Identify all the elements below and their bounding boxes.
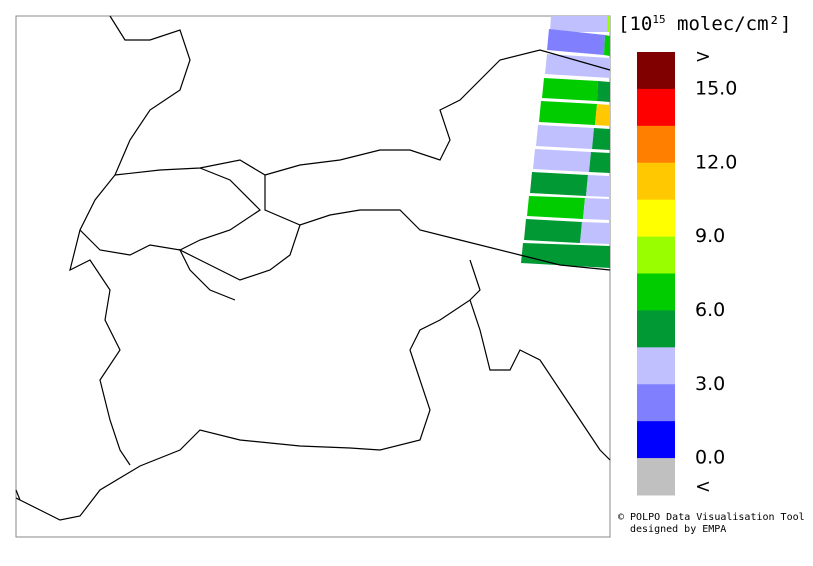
color-box: [637, 458, 675, 496]
map-frame: [15, 15, 611, 538]
map: [15, 15, 611, 538]
color-box: [637, 273, 675, 311]
legend-label: 0.0: [695, 447, 725, 469]
color-box: [637, 347, 675, 385]
credit-line: © POLPO Data Visualisation Tool: [618, 512, 805, 523]
color-box: [637, 310, 675, 348]
legend-label: 6.0: [695, 299, 725, 321]
legend-title: [1015 molec/cm²]: [618, 13, 791, 35]
credit-line: designed by EMPA: [630, 524, 726, 535]
borders: [15, 15, 611, 521]
title-prefix: [10: [618, 13, 652, 35]
legend-label: 15.0: [695, 77, 737, 99]
legend-label: <: [695, 476, 711, 498]
legend-label: 3.0: [695, 373, 725, 395]
color-box: [637, 88, 675, 127]
color-box: [637, 236, 675, 274]
color-box: [637, 52, 675, 90]
color-box: [637, 384, 675, 422]
color-box: [637, 199, 675, 238]
color-box: [637, 162, 675, 201]
legend-label: >: [695, 46, 711, 68]
title-exponent: 15: [652, 13, 665, 26]
legend: [1015 molec/cm²] >15.0 12.0 9.0 6.0 3.0 0.0 <: [618, 13, 791, 498]
color-box: [637, 421, 675, 459]
satellite-swath: [521, 16, 610, 268]
legend-label: 12.0: [695, 151, 737, 173]
color-box: [637, 125, 675, 164]
title-suffix: molec/cm²]: [666, 13, 792, 35]
legend-label: 9.0: [695, 225, 725, 247]
